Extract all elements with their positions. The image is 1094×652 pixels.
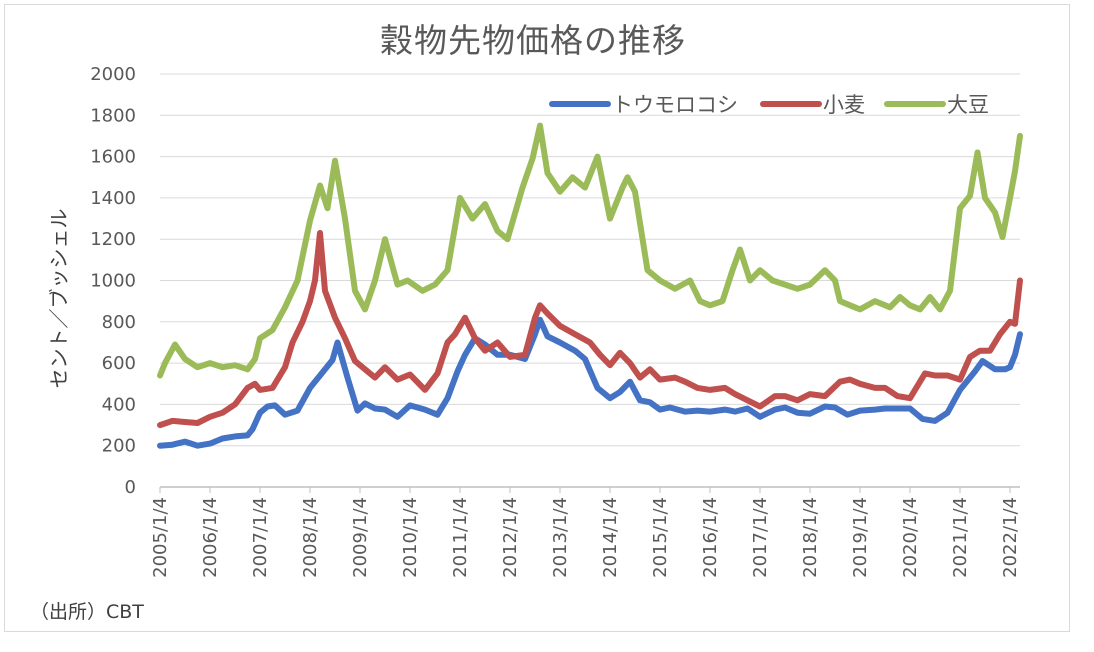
x-tick-label: 2022/1/4 (1000, 497, 1021, 578)
x-tick-label: 2021/1/4 (950, 497, 971, 578)
x-tick-label: 2013/1/4 (550, 497, 571, 578)
y-tick-label: 800 (102, 312, 136, 333)
x-tick-label: 2005/1/4 (150, 497, 171, 578)
x-tick-label: 2015/1/4 (650, 497, 671, 578)
series-line-トウモロコシ (157, 316, 1023, 449)
series-lines (157, 122, 1023, 449)
y-axis-label: セント／ブッシェル (47, 209, 71, 389)
x-tick-label: 2020/1/4 (900, 497, 921, 578)
x-tick-label: 2007/1/4 (250, 497, 271, 578)
legend: トウモロコシ 小麦 大豆 (549, 93, 989, 117)
x-tick-label: 2010/1/4 (400, 497, 421, 578)
x-tick-label: 2012/1/4 (500, 497, 521, 578)
x-tick-label: 2019/1/4 (850, 497, 871, 578)
y-tick-label: 1200 (90, 229, 136, 250)
source-note: （出所）CBT (30, 601, 144, 623)
y-tick-label: 1000 (90, 271, 136, 292)
y-tick-label: 400 (102, 394, 136, 415)
chart-title: 穀物先物価格の推移 (380, 21, 686, 60)
x-tick-label: 2016/1/4 (700, 497, 721, 578)
x-tick-label: 2017/1/4 (750, 497, 771, 578)
y-tick-label: 0 (125, 477, 136, 498)
y-tick-label: 200 (102, 436, 136, 457)
series-line-大豆 (157, 122, 1023, 379)
x-tick-label: 2014/1/4 (600, 497, 621, 578)
legend-label: 大豆 (947, 93, 989, 117)
y-tick-label: 1800 (90, 105, 136, 126)
y-tick-label: 2000 (90, 64, 136, 85)
y-tick-label: 1600 (90, 147, 136, 168)
x-axis: 2005/1/4 2006/1/4 2007/1/4 2008/1/4 2009/1/4… (150, 486, 1021, 578)
y-tick-label: 600 (102, 353, 136, 374)
y-tick-label: 1400 (90, 188, 136, 209)
x-tick-label: 2009/1/4 (350, 497, 371, 578)
x-tick-label: 2008/1/4 (300, 497, 321, 578)
x-tick-label: 2018/1/4 (800, 497, 821, 578)
x-tick-label: 2006/1/4 (200, 497, 221, 578)
series-line-小麦 (157, 230, 1023, 429)
legend-label: トウモロコシ (612, 93, 738, 117)
legend-label: 小麦 (823, 93, 865, 117)
y-axis-ticks: 0 200 400 600 800 1000 1200 1400 1600 1800 2000 (90, 64, 136, 498)
x-tick-label: 2011/1/4 (450, 497, 471, 578)
